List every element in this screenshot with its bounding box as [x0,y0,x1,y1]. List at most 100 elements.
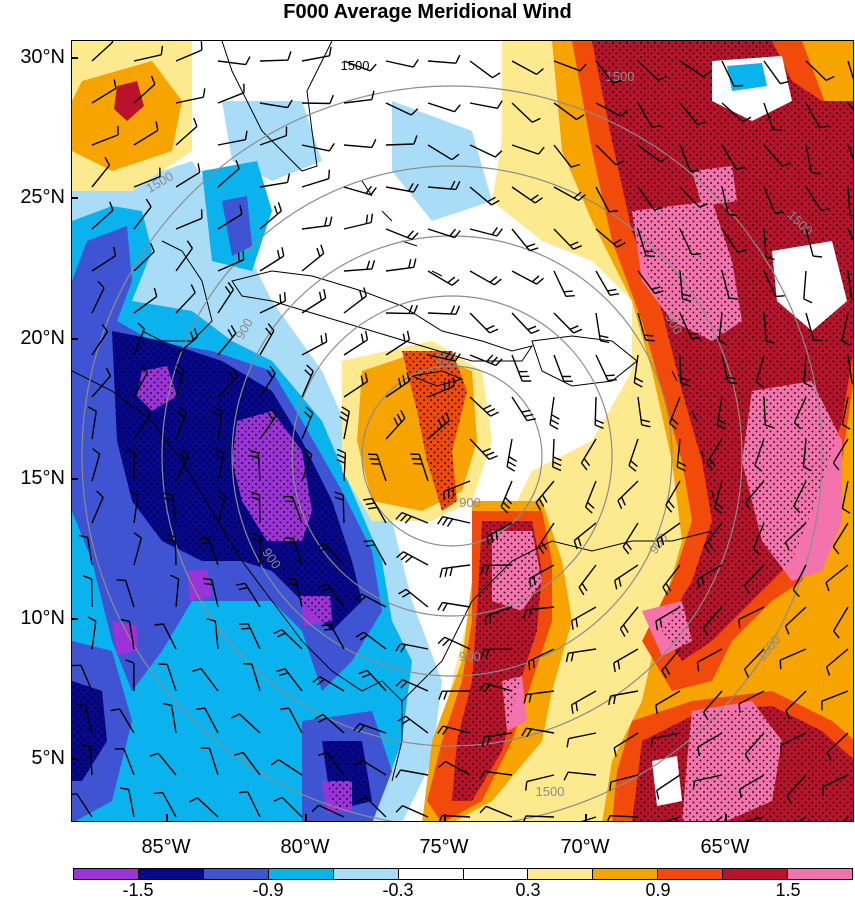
wind-barb [175,41,203,62]
range-rings [81,85,823,821]
bahamas [361,180,443,277]
wind-barb [696,648,723,672]
wind-barb [743,816,765,821]
wind-barb [158,663,177,692]
wind-barb [721,60,744,87]
wind-barb [239,623,261,650]
wind-barb [311,804,345,818]
wind-barb [343,260,376,272]
wind-barb [217,250,245,272]
wind-barb [437,725,471,736]
wind-barb [523,815,555,821]
wind-barb [321,623,345,650]
wind-barb [570,690,597,714]
contour-label: 1500 [606,69,635,84]
wind-barb [805,228,823,258]
wind-barb [339,406,350,440]
wind-barb [595,270,620,296]
wind-barb [231,713,261,734]
wind-barb [234,751,261,776]
contour-label: 900 [459,495,481,510]
colorbar-label: 1.5 [775,880,801,900]
wind-barb [133,167,161,188]
wind-barb [479,770,513,780]
wind-barb [343,138,377,149]
wind-barb [793,480,807,514]
wind-barb [655,606,681,631]
contour-label: 1500 [536,784,565,799]
lon-label: 75°W [419,836,469,858]
wind-barb [679,354,690,387]
wind-barb [259,292,286,314]
wind-barb [162,702,177,734]
wind-barb [706,438,723,471]
colorbar-swatch [333,869,399,879]
wind-barb [175,328,199,356]
wind-barb [481,732,513,746]
wind-barb [832,606,849,639]
wind-barb [721,186,738,217]
wind-barb [843,816,849,821]
wind-barb [397,715,429,734]
wind-barb [713,480,724,514]
lat-label: 25°N [20,186,65,208]
wind-barb [301,169,330,188]
wind-barb [847,228,853,241]
wind-barb [270,759,303,776]
ring-outer-1 [291,295,613,617]
wind-barb [133,408,151,440]
wind-barb [662,564,681,596]
light-blue-region-3 [392,101,492,221]
wind-barb [805,60,835,82]
colorbar-swatch [74,869,139,879]
wind-barb [175,209,203,230]
wind-barb [217,56,251,66]
wind-barb [637,396,651,428]
wind-barb [679,102,707,126]
colorbar-swatch [463,869,529,879]
florida-coast [221,41,333,172]
wind-barb [175,448,190,482]
wind-barb [283,495,303,524]
wind-barb [259,99,293,109]
wind-barb [133,532,142,566]
wind-barb [511,144,545,155]
wind-barb [385,372,410,398]
lon-label: 85°W [141,836,191,858]
wind-barb [637,270,664,295]
wind-barb [195,707,219,734]
wind-barb [385,59,419,68]
wind-barb [637,312,655,342]
wind-barb [528,648,555,671]
wind-barb [619,606,639,637]
wind-barb [217,281,234,314]
wind-barb [752,522,765,556]
wind-barb [697,732,723,757]
wind-barb [110,708,135,734]
wind-barb [133,121,159,146]
wind-barb [318,752,345,776]
wind-barb [679,144,700,172]
blue-blob-north [222,196,252,256]
wind-barb [314,713,345,734]
wind-barb [702,690,723,721]
wind-barb [511,102,541,123]
wind-barb [202,577,219,608]
wind-barb [385,102,419,116]
lat-tick [71,197,78,199]
central-america-coast [72,370,403,782]
wind-barb [250,491,261,524]
wind-barb [511,270,544,285]
wind-barb [793,396,807,430]
wind-barb [637,60,667,81]
wind-barb [721,270,738,300]
wind-barb [469,144,503,158]
wind-barb [613,648,639,673]
wind-barb [259,126,288,146]
jamaica-coast [410,370,464,387]
wind-barb [792,564,807,598]
wind-barb [633,354,644,388]
wind-barb [236,582,261,608]
wind-barb [301,244,325,272]
wind-barb [595,102,628,117]
